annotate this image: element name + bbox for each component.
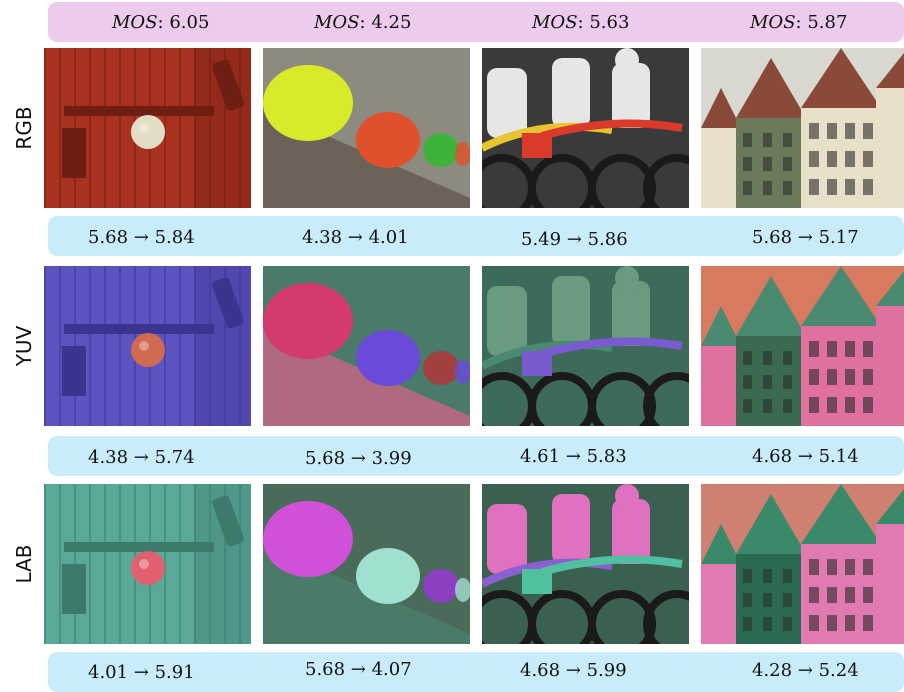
score-lab-3: 4.68 → 5.99 — [520, 660, 627, 681]
score-bar-yuv — [48, 436, 904, 476]
mos-label-4: MOS: 5.87 — [750, 12, 848, 33]
score-lab-4: 4.28 → 5.24 — [752, 660, 859, 681]
row-label-lab: LAB — [12, 544, 36, 584]
rgb-houses-image — [701, 48, 904, 208]
lab-houses-image — [701, 484, 904, 644]
score-yuv-1: 4.38 → 5.74 — [88, 447, 195, 468]
score-bar-rgb — [48, 216, 904, 256]
score-rgb-2: 4.38 → 4.01 — [302, 227, 409, 248]
rgb-motocross-image — [482, 48, 689, 208]
rgb-hats-image — [263, 48, 470, 208]
score-rgb-3: 5.49 → 5.86 — [521, 229, 628, 250]
yuv-motocross-image — [482, 266, 689, 426]
score-lab-2: 5.68 → 4.07 — [305, 659, 412, 680]
score-lab-1: 4.01 → 5.91 — [88, 662, 195, 683]
rgb-door-image — [44, 48, 251, 208]
score-bar-lab — [48, 652, 904, 692]
yuv-houses-image — [701, 266, 904, 426]
mos-label-3: MOS: 5.63 — [532, 12, 630, 33]
score-yuv-2: 5.68 → 3.99 — [305, 448, 412, 469]
lab-hats-image — [263, 484, 470, 644]
row-label-yuv: YUV — [12, 325, 36, 367]
mos-header-bar — [48, 2, 904, 42]
score-rgb-1: 5.68 → 5.84 — [88, 227, 195, 248]
yuv-hats-image — [263, 266, 470, 426]
mos-label-2: MOS: 4.25 — [314, 12, 412, 33]
mos-label-1: MOS: 6.05 — [112, 12, 210, 33]
score-yuv-4: 4.68 → 5.14 — [752, 446, 859, 467]
lab-motocross-image — [482, 484, 689, 644]
lab-door-image — [44, 484, 251, 644]
score-rgb-4: 5.68 → 5.17 — [752, 227, 859, 248]
yuv-door-image — [44, 266, 251, 426]
row-label-rgb: RGB — [12, 106, 36, 150]
score-yuv-3: 4.61 → 5.83 — [520, 446, 627, 467]
